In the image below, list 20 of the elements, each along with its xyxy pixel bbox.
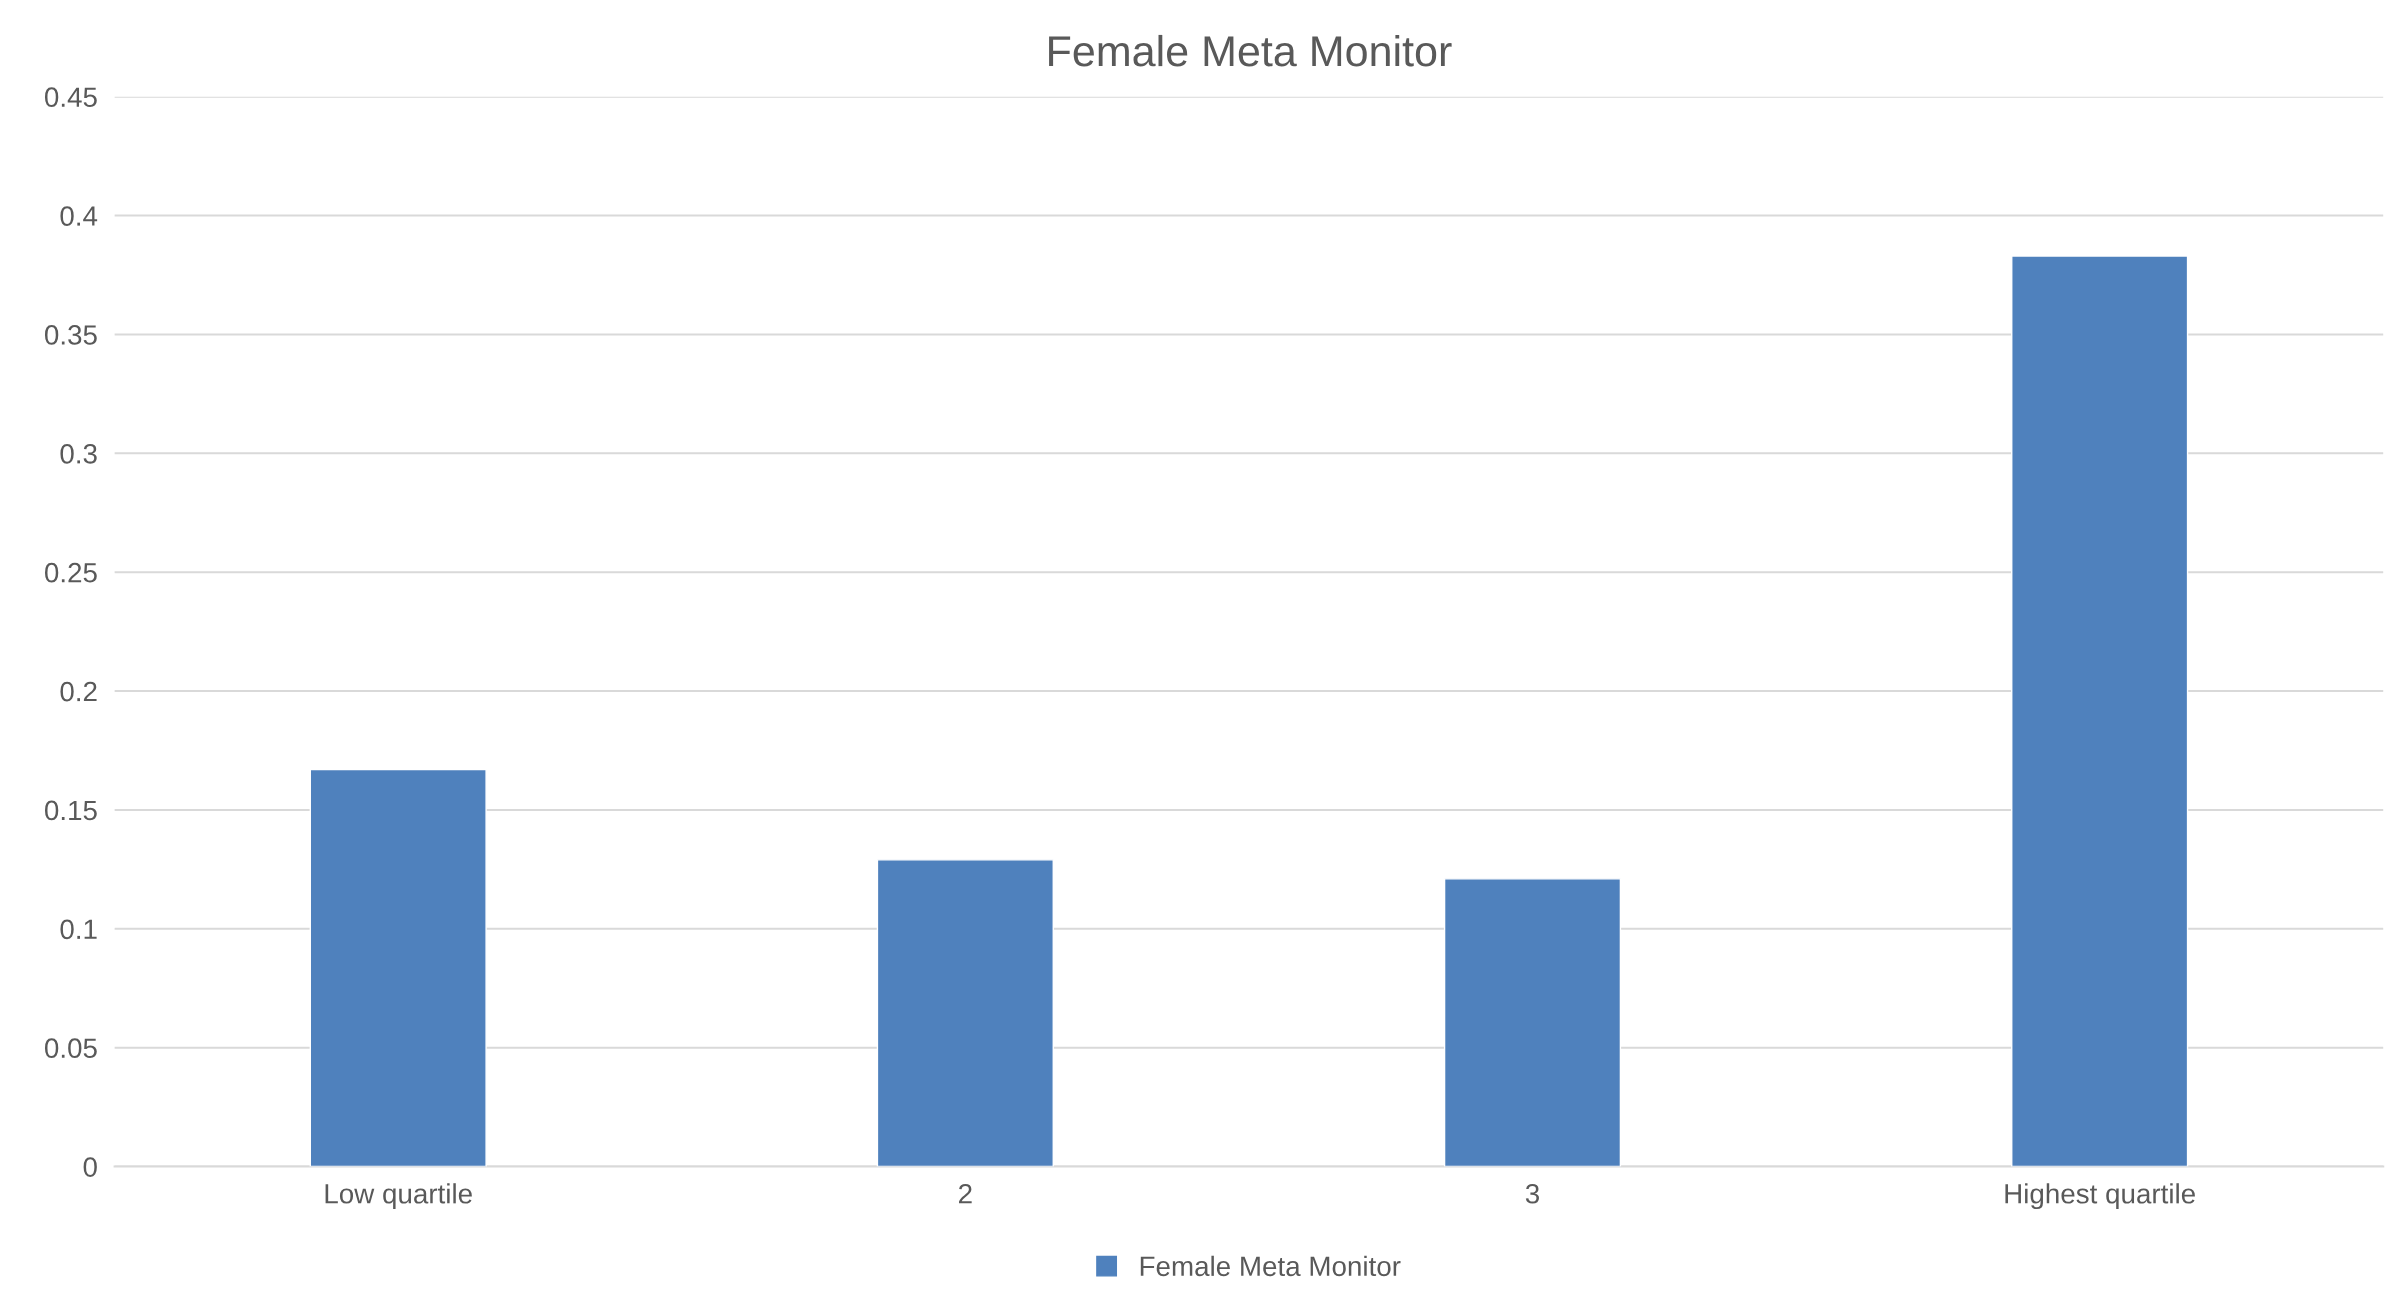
y-tick-label: 0.2 [60, 681, 97, 702]
bar [2011, 255, 2189, 1167]
y-tick-label: 0.05 [44, 1038, 97, 1059]
x-tick-label: 2 [959, 1183, 972, 1204]
chart-title: Female Meta Monitor [1049, 34, 1452, 67]
y-tick-label: 0.1 [60, 919, 97, 940]
x-tick-label: Low quartile [325, 1183, 472, 1210]
y-tick-label: 0 [83, 1157, 97, 1177]
y-tick-label: 0.4 [60, 206, 98, 226]
bar [309, 768, 487, 1167]
y-tick-label: 0.3 [60, 443, 97, 464]
x-tick-label: Highest quartile [2005, 1183, 2195, 1210]
y-tick-label: 0.25 [44, 562, 97, 583]
bar [876, 859, 1054, 1167]
legend-label: Female Meta Monitor [1140, 1255, 1401, 1277]
y-tick-label: 0.45 [44, 87, 97, 108]
bar [1443, 878, 1622, 1167]
x-tick-label: 3 [1525, 1183, 1539, 1204]
y-tick-label: 0.15 [44, 800, 97, 821]
y-tick-label: 0.35 [44, 325, 97, 345]
